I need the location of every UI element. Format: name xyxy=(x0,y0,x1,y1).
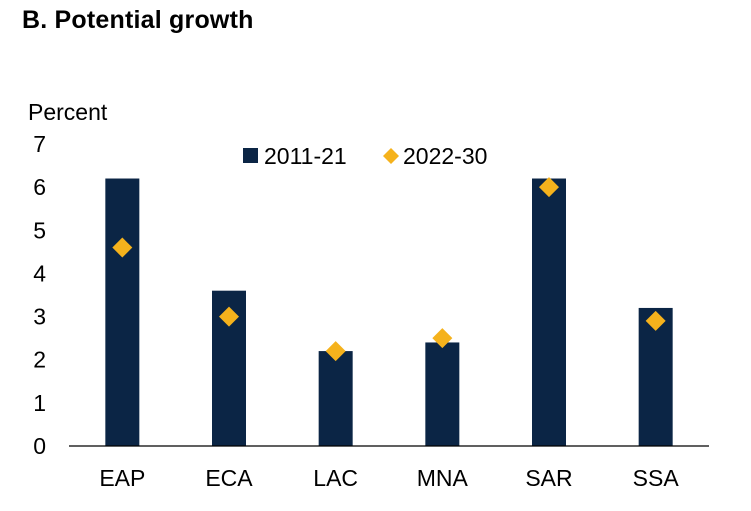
legend-label-diamond: 2022-30 xyxy=(403,143,487,169)
y-tick-3: 3 xyxy=(33,304,46,330)
y-axis-label: Percent xyxy=(28,99,108,125)
markers-group xyxy=(112,177,666,362)
x-tick-mna: MNA xyxy=(417,465,469,491)
y-tick-7: 7 xyxy=(33,131,46,157)
bar-ssa xyxy=(638,307,673,446)
bar-sar xyxy=(532,178,566,446)
x-tick-eap: EAP xyxy=(99,465,145,491)
chart-title: B. Potential growth xyxy=(22,6,254,34)
legend: 2011-21 2022-30 xyxy=(243,143,487,169)
bars-group xyxy=(105,178,673,446)
y-tick-0: 0 xyxy=(33,433,46,459)
y-tick-6: 6 xyxy=(33,174,46,200)
marker-eap xyxy=(112,237,133,258)
y-tick-2: 2 xyxy=(33,347,46,373)
bar-lac xyxy=(318,351,353,446)
y-tick-5: 5 xyxy=(33,217,46,243)
y-tick-4: 4 xyxy=(33,260,46,286)
x-tick-sar: SAR xyxy=(525,465,572,491)
legend-swatch-bar xyxy=(243,148,258,163)
x-tick-labels: EAP ECA LAC MNA SAR SSA xyxy=(99,465,679,491)
bar-eap xyxy=(105,178,140,446)
legend-label-bar: 2011-21 xyxy=(264,143,347,169)
marker-lac xyxy=(325,341,346,362)
x-tick-eca: ECA xyxy=(205,465,253,491)
y-tick-labels: 0 1 2 3 4 5 6 7 xyxy=(33,131,46,459)
x-tick-lac: LAC xyxy=(313,465,358,491)
x-tick-ssa: SSA xyxy=(633,465,680,491)
bar-mna xyxy=(425,342,460,446)
marker-sar xyxy=(539,177,559,198)
marker-mna xyxy=(432,328,453,349)
legend-swatch-diamond xyxy=(383,148,399,164)
marker-ssa xyxy=(645,310,666,331)
marker-eca xyxy=(219,306,239,327)
y-tick-1: 1 xyxy=(33,390,46,416)
